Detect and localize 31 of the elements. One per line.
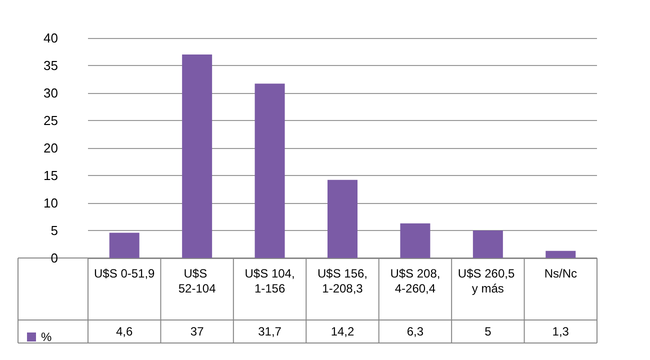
x-tick-label: U$S 260,5 y más [458, 266, 518, 296]
y-tick-label: 15 [44, 168, 58, 183]
data-label: 4,6 [116, 324, 134, 338]
data-label: 14,2 [330, 324, 354, 338]
bar [328, 180, 358, 258]
y-tick-label: 20 [44, 140, 58, 156]
data-label: 31,7 [258, 324, 282, 338]
x-tick-label: U$S 0-51,9 [94, 266, 156, 280]
y-tick-label: 35 [44, 58, 58, 73]
data-label: 5 [484, 324, 492, 338]
y-tick-label: 25 [44, 113, 58, 128]
bar [109, 232, 140, 258]
y-tick-label: 0 [50, 250, 58, 266]
data-label: 1,3 [552, 324, 570, 338]
y-tick-label: 30 [44, 86, 58, 100]
y-tick-label: 10 [44, 196, 58, 210]
bar [182, 54, 212, 258]
bar [254, 84, 285, 258]
bar [472, 230, 503, 258]
data-label: 37 [190, 324, 204, 338]
x-tick-label: U$S 52-104 [178, 266, 216, 296]
legend-label: % [41, 330, 52, 344]
x-tick-label: Ns/Nc [544, 266, 577, 280]
bar [546, 250, 576, 258]
y-tick-label: 5 [50, 223, 58, 238]
x-tick-label: U$S 208,4-260,4 [390, 266, 440, 296]
x-tick-label: U$S 156,1-208,3 [317, 266, 368, 296]
x-tick-label: U$S 104,1-156 [244, 266, 295, 296]
bar [400, 223, 430, 258]
y-tick-label: 40 [44, 30, 58, 46]
data-label: 6,3 [406, 324, 424, 338]
